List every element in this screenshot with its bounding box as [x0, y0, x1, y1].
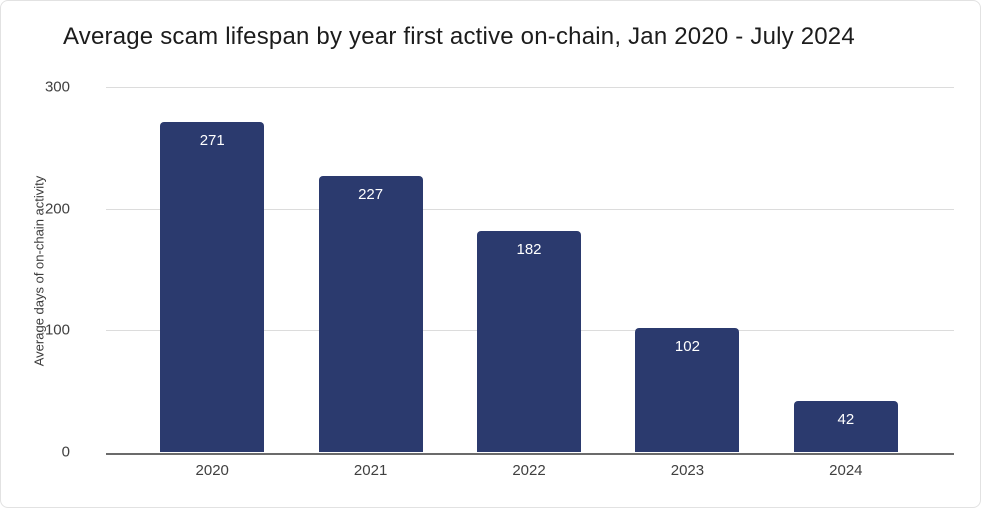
plot-area: 0 100 200 300 271 227 182 102 42 2020 2021 2022 20…: [45, 79, 954, 479]
bar-2023[interactable]: 102: [635, 327, 740, 452]
x-axis-baseline: [106, 453, 954, 455]
bar-band-2021: 227: [291, 87, 449, 452]
bar-band-2023: 102: [608, 87, 766, 452]
y-tick-label-0: 0: [61, 443, 70, 461]
y-tick-label-100: 100: [44, 321, 70, 339]
gridline-200: [106, 208, 954, 210]
bar-2020[interactable]: 271: [160, 122, 265, 452]
bar-value-label-2021: 227: [358, 185, 384, 203]
bar-value-label-2022: 182: [516, 240, 542, 258]
x-axis-labels: 2020 2021 2022 2023 2024: [133, 462, 925, 479]
bars-area: 271 227 182 102 42: [133, 87, 925, 452]
x-label-2023: 2023: [670, 462, 705, 479]
bar-value-label-2024: 42: [837, 410, 855, 428]
bar-band-2020: 271: [133, 87, 291, 452]
x-label-2020: 2020: [195, 462, 229, 479]
bar-2024[interactable]: 42: [793, 400, 898, 452]
bar-value-label-2023: 102: [674, 337, 700, 355]
x-label-2024: 2024: [829, 462, 863, 479]
y-tick-label-200: 200: [44, 200, 70, 218]
y-tick-label-300: 300: [44, 78, 70, 96]
bar-band-2022: 182: [450, 87, 608, 452]
gridline-300: [106, 87, 954, 88]
x-label-2022: 2022: [512, 462, 546, 479]
x-label-2021: 2021: [353, 462, 388, 479]
bar-band-2024: 42: [767, 87, 925, 452]
chart-title: Average scam lifespan by year first acti…: [63, 23, 855, 50]
bar-2021[interactable]: 227: [318, 175, 423, 452]
bar-value-label-2020: 271: [199, 132, 225, 150]
bar-2022[interactable]: 182: [477, 230, 582, 452]
